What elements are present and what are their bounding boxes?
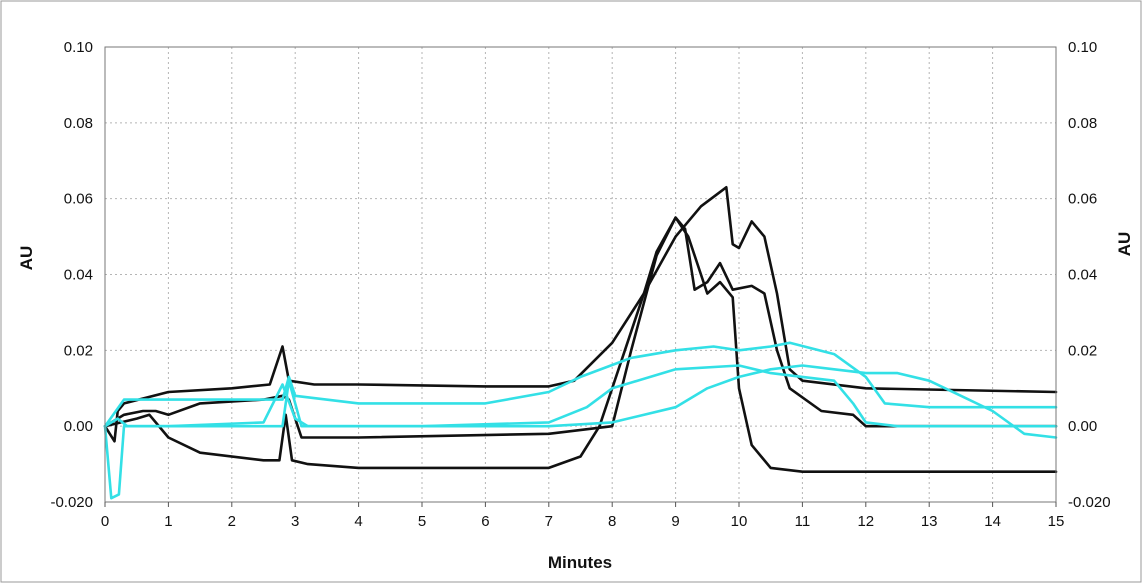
x-tick-label: 8 (608, 513, 616, 530)
y-tick-label-right: -0.020 (1068, 494, 1111, 511)
x-tick-label: 14 (984, 513, 1001, 530)
y-tick-label-right: 0.10 (1068, 39, 1097, 56)
y-tick-label-right: 0.06 (1068, 191, 1097, 208)
series-line-black-3 (103, 216, 1058, 473)
x-tick-label: 0 (101, 513, 109, 530)
x-tick-label: 5 (418, 513, 426, 530)
x-tick-label: 13 (921, 513, 938, 530)
x-tick-label: 7 (545, 513, 553, 530)
series-group (103, 186, 1058, 500)
y-axis-title-left: AU (17, 246, 36, 271)
x-tick-label: 10 (731, 513, 748, 530)
plot-area-border (104, 46, 1057, 503)
x-tick-label: 1 (164, 513, 172, 530)
x-tick-label: 9 (671, 513, 679, 530)
x-tick-label: 4 (354, 513, 362, 530)
x-tick-label: 12 (857, 513, 874, 530)
y-tick-label-right: 0.04 (1068, 267, 1097, 284)
y-tick-label-right: 0.02 (1068, 342, 1097, 359)
series-line-cyan-5 (103, 364, 1058, 428)
series-line-black-1 (103, 186, 1058, 443)
y-tick-label-left: 0.04 (64, 267, 93, 284)
y-tick-label-left: 0.00 (64, 418, 93, 435)
y-tick-label-left: -0.020 (50, 494, 93, 511)
x-tick-label: 6 (481, 513, 489, 530)
y-tick-label-left: 0.06 (64, 191, 93, 208)
x-tick-label: 2 (228, 513, 236, 530)
x-tick-label: 11 (795, 513, 811, 530)
grid (105, 47, 1056, 502)
x-axis-title: Minutes (548, 553, 612, 572)
y-tick-label-left: 0.02 (64, 342, 93, 359)
y-tick-label-right: 0.00 (1068, 418, 1097, 435)
y-axis-title-right: AU (1115, 232, 1134, 257)
y-tick-label-right: 0.08 (1068, 115, 1097, 132)
tick-labels: 0 1 2 3 4 5 6 7 8 9 10 11 12 13 14 150.10 0.100.08 0.080.… (50, 39, 1110, 530)
x-tick-label: 15 (1048, 513, 1065, 530)
y-tick-label-left: 0.10 (64, 39, 93, 56)
x-tick-label: 3 (291, 513, 299, 530)
series-line-cyan-6 (103, 341, 1058, 428)
y-tick-label-left: 0.08 (64, 115, 93, 132)
